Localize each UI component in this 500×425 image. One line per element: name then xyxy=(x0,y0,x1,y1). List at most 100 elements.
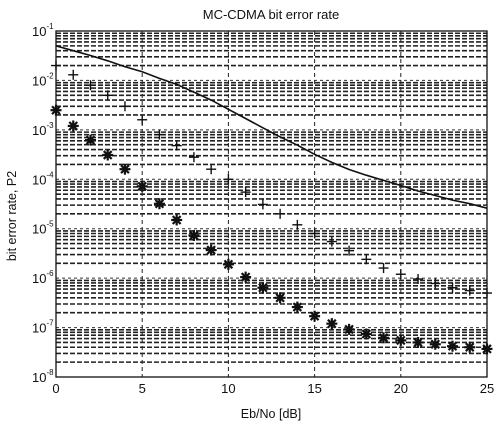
star-marker-d2 xyxy=(361,329,372,339)
star-marker xyxy=(102,149,114,161)
plus-marker xyxy=(85,80,96,91)
y-tick-exponent: -4 xyxy=(46,170,54,179)
y-tick-exponent: -6 xyxy=(46,269,54,278)
x-tick-label: 0 xyxy=(52,381,59,396)
star-marker-d2 xyxy=(171,215,182,225)
y-tick-base: 10 xyxy=(32,222,46,237)
x-tick-label: 20 xyxy=(394,381,408,396)
plus-marker xyxy=(68,69,79,80)
x-tick-label: 5 xyxy=(139,381,146,396)
star-marker-d2 xyxy=(206,245,216,255)
y-tick-exponent: -7 xyxy=(46,319,54,328)
plus-marker xyxy=(102,90,113,101)
plus-marker xyxy=(378,263,389,274)
y-tick-exponent: -5 xyxy=(46,220,54,229)
plus-marker xyxy=(361,254,372,265)
y-tick-label: 10-2 xyxy=(32,71,54,88)
plus-marker xyxy=(395,269,406,280)
x-tick-label: 15 xyxy=(307,381,321,396)
series-line xyxy=(55,45,488,209)
star-marker-d2 xyxy=(447,341,458,351)
plus-marker xyxy=(430,278,441,289)
star-marker xyxy=(205,244,217,256)
star-marker xyxy=(429,338,441,350)
star-marker-d2 xyxy=(223,259,234,270)
star-marker xyxy=(171,214,183,226)
y-tick-base: 10 xyxy=(32,370,46,385)
star-marker-d2 xyxy=(465,342,475,352)
y-tick-exponent: -1 xyxy=(46,22,54,31)
star-marker-d2 xyxy=(137,181,147,192)
star-marker xyxy=(360,328,372,340)
star-marker xyxy=(136,180,148,192)
grid-layer xyxy=(56,31,487,377)
star-marker xyxy=(84,134,96,146)
star-marker xyxy=(291,301,303,313)
y-tick-exponent: -3 xyxy=(46,121,54,130)
x-axis-label: Eb/No [dB] xyxy=(241,407,301,421)
y-tick-exponent: -8 xyxy=(46,368,54,377)
star-marker xyxy=(67,120,79,132)
plus-marker xyxy=(171,140,182,151)
star-marker-d2 xyxy=(240,272,251,282)
star-marker-d2 xyxy=(258,282,268,293)
star-marker xyxy=(309,310,321,322)
plus-marker xyxy=(326,236,337,247)
star-marker xyxy=(188,229,200,241)
star-marker-d2 xyxy=(189,230,199,241)
plus-marker xyxy=(275,208,286,219)
y-axis-label: bit error rate, P2 xyxy=(5,171,19,261)
star-marker-d2 xyxy=(378,333,389,343)
star-marker xyxy=(412,336,424,348)
plus-marker xyxy=(223,174,234,185)
star-marker xyxy=(222,258,234,270)
star-marker-d2 xyxy=(413,337,423,348)
plus-marker xyxy=(206,164,217,175)
y-tick-label: 10-7 xyxy=(32,319,54,336)
star-marker xyxy=(395,334,407,346)
star-marker-d2 xyxy=(309,311,320,321)
plus-marker xyxy=(119,101,130,112)
star-marker xyxy=(447,340,459,352)
y-tick-label: 10-5 xyxy=(32,220,54,237)
star-marker xyxy=(274,292,286,304)
star-marker-d2 xyxy=(396,335,406,346)
star-marker xyxy=(153,198,165,210)
plus-marker xyxy=(464,285,475,296)
y-tick-label: 10-4 xyxy=(32,170,54,187)
y-tick-base: 10 xyxy=(32,123,46,138)
plus-marker xyxy=(344,245,355,256)
plus-marker xyxy=(188,152,199,163)
star-marker xyxy=(464,341,476,353)
y-tick-base: 10 xyxy=(32,172,46,187)
plus-marker xyxy=(447,282,458,293)
star-marker-d2 xyxy=(154,199,165,209)
plus-marker xyxy=(240,187,251,198)
star-marker xyxy=(343,323,355,335)
plus-marker xyxy=(154,129,165,140)
plus-marker xyxy=(257,199,268,210)
plot-frame xyxy=(55,30,488,378)
y-tick-label: 10-6 xyxy=(32,269,54,286)
y-tick-label: 10-3 xyxy=(32,121,54,138)
star-marker xyxy=(240,271,252,283)
star-marker-d2 xyxy=(68,121,78,131)
y-tick-label: 10-8 xyxy=(32,368,54,385)
chart-title: MC-CDMA bit error rate xyxy=(203,7,340,22)
star-marker xyxy=(257,282,269,294)
star-marker xyxy=(378,332,390,344)
star-marker-d2 xyxy=(292,302,303,312)
y-tick-base: 10 xyxy=(32,321,46,336)
y-tick-base: 10 xyxy=(32,271,46,286)
plus-marker xyxy=(309,228,320,239)
star-marker-d2 xyxy=(275,293,285,303)
star-marker xyxy=(326,318,338,330)
x-tick-label: 25 xyxy=(480,381,494,396)
star-marker-d2 xyxy=(102,150,113,160)
plus-marker xyxy=(137,114,148,125)
tick-layer: 0 5 10 15 20 2510-110-210-310-410-510-610-710… xyxy=(32,22,494,396)
star-marker-d2 xyxy=(430,339,441,349)
star-marker-d2 xyxy=(120,164,130,174)
